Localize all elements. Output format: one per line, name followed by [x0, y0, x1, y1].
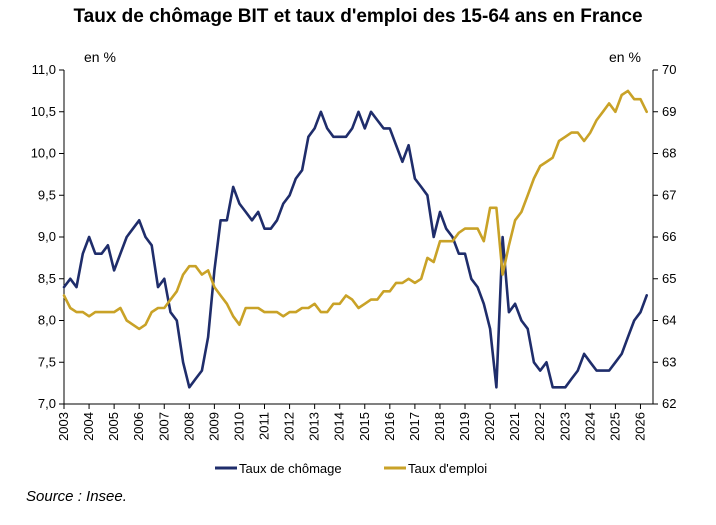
right-tick-label: 68: [662, 146, 676, 161]
x-tick-label: 2024: [582, 412, 597, 441]
legend-label: Taux d'emploi: [408, 461, 487, 476]
left-tick-label: 11,0: [32, 62, 56, 77]
x-tick-label: 2020: [482, 412, 497, 441]
x-axis-ticks: 2003 2004 2005 2006 2007 2008 2009 2010 2011 2012…: [56, 404, 647, 441]
x-tick-label: 2015: [357, 412, 372, 441]
legend: Taux de chômage Taux d'emploi: [215, 461, 487, 476]
x-tick-label: 2006: [131, 412, 146, 441]
x-tick-label: 2004: [81, 412, 96, 441]
right-tick-label: 70: [662, 62, 676, 77]
right-tick-label: 65: [662, 271, 676, 286]
left-tick-label: 10,5: [31, 104, 56, 119]
x-tick-label: 2003: [56, 412, 71, 441]
right-tick-label: 64: [662, 313, 676, 328]
right-axis-unit-label: en %: [609, 49, 641, 65]
right-tick-label: 69: [662, 104, 676, 119]
x-tick-label: 2009: [206, 412, 221, 441]
x-tick-label: 2012: [282, 412, 297, 441]
series-lines: [62, 89, 649, 389]
left-axis-unit-label: en %: [84, 49, 116, 65]
x-tick-label: 2011: [257, 412, 272, 440]
chart-title: Taux de chômage BIT et taux d'emploi des…: [73, 6, 643, 27]
source-note: Source : Insee.: [26, 488, 127, 505]
left-tick-label: 9,5: [38, 187, 56, 202]
x-tick-label: 2017: [407, 412, 422, 441]
left-tick-label: 10,0: [31, 146, 56, 161]
x-tick-label: 2023: [557, 412, 572, 441]
right-tick-label: 66: [662, 229, 676, 244]
series-line-taux-de-chomage: [62, 110, 649, 389]
x-tick-label: 2016: [382, 412, 397, 441]
right-tick-label: 67: [662, 187, 676, 202]
x-tick-label: 2025: [607, 412, 622, 441]
x-tick-label: 2021: [507, 412, 522, 441]
left-tick-label: 8,0: [38, 313, 56, 328]
left-tick-label: 8,5: [38, 271, 56, 286]
x-tick-label: 2026: [632, 412, 647, 441]
x-tick-label: 2007: [156, 412, 171, 441]
legend-label: Taux de chômage: [239, 461, 342, 476]
series-line-taux-d-emploi: [62, 89, 649, 331]
right-tick-label: 63: [662, 354, 676, 369]
x-tick-label: 2005: [106, 412, 121, 441]
x-tick-label: 2013: [307, 412, 322, 441]
x-tick-label: 2010: [231, 412, 246, 441]
axes-group: [63, 70, 654, 405]
x-tick-label: 2008: [181, 412, 196, 441]
left-axis-ticks: 7,0 7,5 8,0 8,5 9,0 9,5 10,0 10,5 11,0: [31, 62, 64, 411]
left-tick-label: 9,0: [38, 229, 56, 244]
right-tick-label: 62: [662, 396, 676, 411]
x-tick-label: 2018: [432, 412, 447, 441]
x-tick-label: 2022: [532, 412, 547, 441]
left-tick-label: 7,5: [38, 354, 56, 369]
x-tick-label: 2019: [457, 412, 472, 441]
x-tick-label: 2014: [332, 412, 347, 441]
right-axis-ticks: 62 63 64 65 66 67 68 69 70: [653, 62, 676, 411]
left-tick-label: 7,0: [38, 396, 56, 411]
